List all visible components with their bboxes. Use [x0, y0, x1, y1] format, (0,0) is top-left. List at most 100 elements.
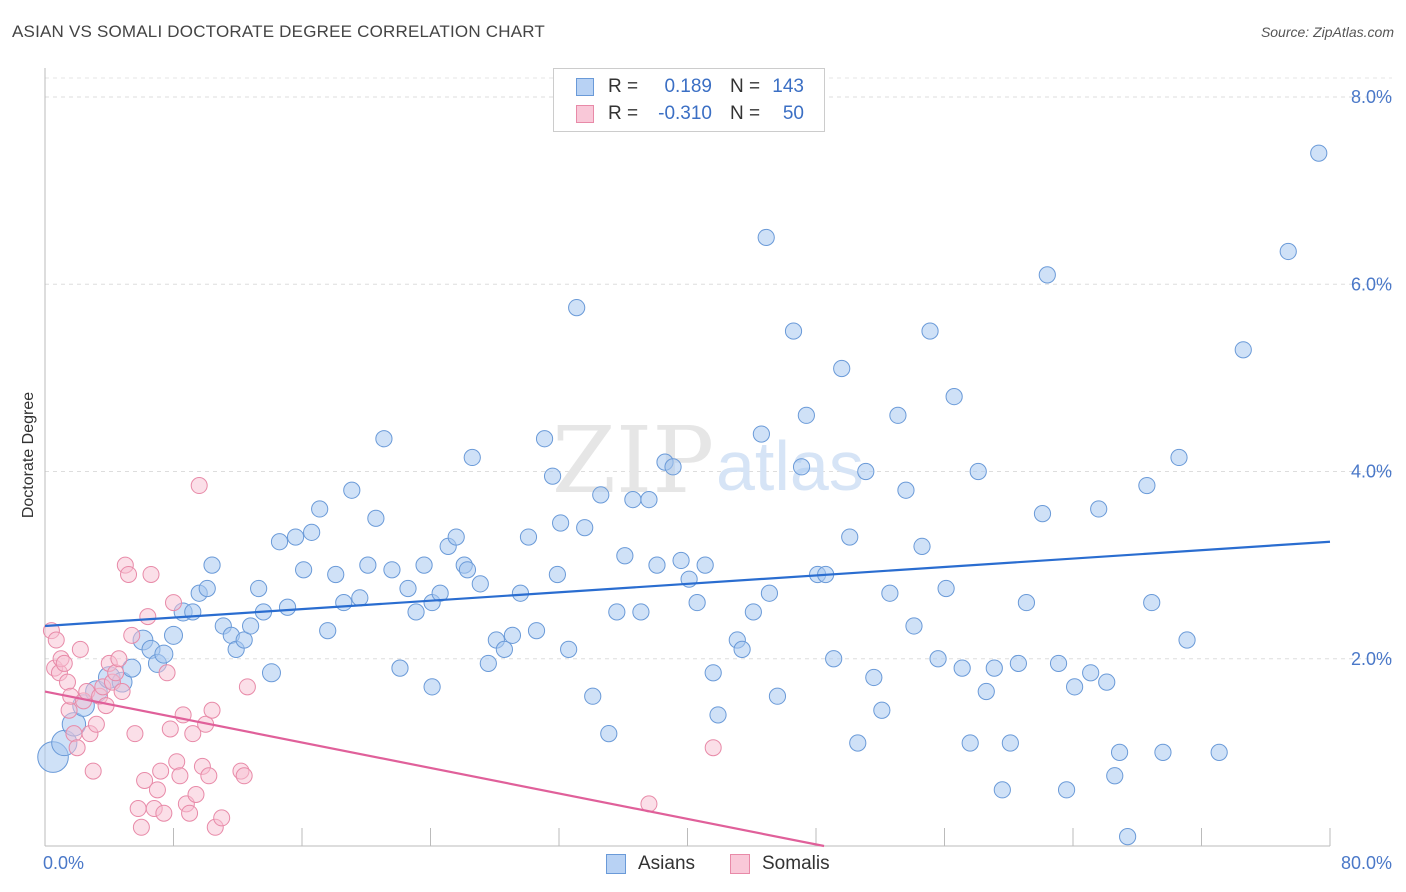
somalis-point: [107, 664, 125, 682]
asians-point: [1210, 743, 1228, 761]
asians-point: [261, 663, 281, 683]
asians-point: [1057, 781, 1076, 799]
asians-point: [897, 481, 915, 499]
asians-point: [733, 640, 751, 658]
asians-point: [993, 781, 1011, 799]
asians-point: [760, 584, 779, 602]
asians-point: [511, 584, 530, 602]
asians-point: [495, 640, 513, 658]
asians-point: [1279, 242, 1297, 261]
x-tick-label: 80.0%: [1341, 853, 1392, 873]
asians-point: [696, 556, 714, 574]
source-label: Source: ZipAtlas.com: [1260, 24, 1394, 40]
asians-point: [471, 575, 489, 593]
somalis-swatch: [576, 105, 594, 123]
r-value: -0.310: [658, 103, 712, 124]
somalis-point: [704, 739, 722, 757]
chart-title: ASIAN VS SOMALI DOCTORATE DEGREE CORRELA…: [12, 22, 545, 41]
somalis-point: [235, 767, 253, 785]
tick-labels: 2.0% 4.0% 6.0% 8.0% 0.0% 80.0%: [43, 87, 1392, 873]
somalis-point: [65, 725, 83, 743]
asians-point: [1170, 448, 1188, 467]
somalis-point: [71, 640, 89, 658]
asians-point: [889, 406, 907, 424]
asians-point: [1138, 476, 1156, 495]
asians-point: [250, 579, 268, 598]
asians-point: [841, 528, 859, 546]
somalis-point: [165, 594, 182, 612]
somalis-point: [148, 781, 166, 799]
asians-point: [969, 462, 987, 481]
asians-point: [203, 556, 221, 574]
asians-point: [1110, 743, 1129, 761]
somalis-point: [126, 725, 144, 743]
asians-point: [311, 500, 329, 518]
asians-point: [431, 584, 449, 602]
somalis-trend-line: [44, 690, 825, 848]
asians-point: [407, 603, 425, 621]
somalis-point: [187, 786, 205, 804]
asians-point: [1049, 654, 1068, 673]
asians-point: [921, 322, 939, 340]
somalis-point: [68, 739, 86, 757]
grid-lines: [45, 77, 1392, 660]
asians-trend-line: [44, 540, 1331, 628]
asians-point: [757, 228, 775, 247]
asians-point: [797, 406, 815, 424]
asians-point: [535, 430, 554, 448]
y-tick-label: 2.0%: [1351, 649, 1392, 669]
asians-legend-swatch: [606, 854, 626, 874]
asians-point: [608, 603, 626, 621]
asians-point: [458, 561, 477, 579]
somalis-point: [184, 725, 202, 743]
axes: [44, 68, 1331, 847]
somalis-point: [58, 673, 76, 691]
somalis-point: [238, 678, 256, 696]
asians-swatch: [576, 78, 594, 96]
y-tick-label: 4.0%: [1351, 462, 1392, 482]
somalis-points: [42, 477, 722, 836]
asians-point: [242, 617, 260, 635]
somalis-point: [60, 701, 78, 719]
asians-point: [929, 650, 947, 668]
asians-point: [375, 430, 393, 448]
asians-point: [865, 668, 883, 687]
asians-point: [1033, 505, 1052, 523]
somalis-point: [152, 762, 170, 780]
asians-point: [359, 556, 377, 574]
asians-point: [1009, 654, 1027, 673]
legend-row-asians: R = 0.189 N = 143: [576, 75, 804, 99]
asians-point: [1310, 144, 1328, 162]
asians-point: [1234, 341, 1252, 359]
somalis-point: [87, 715, 105, 733]
asians-point: [548, 565, 566, 584]
asians-point: [709, 706, 727, 724]
legend-row-somalis: R = -0.310 N = 50: [576, 102, 804, 126]
asians-point: [423, 678, 441, 696]
asians-point: [235, 631, 253, 649]
r-label: R =: [608, 76, 639, 97]
somalis-point: [123, 626, 141, 644]
somalis-point: [203, 701, 221, 719]
asians-point: [825, 650, 843, 668]
bottom-legend-somalis: Somalis: [730, 852, 830, 876]
somalis-point: [158, 664, 176, 682]
somalis-point: [113, 683, 131, 701]
asians-point: [399, 579, 417, 598]
stats-legend: R = 0.189 N = 143 R = -0.310 N = 50: [553, 68, 825, 132]
somalis-point: [84, 762, 102, 780]
x-tick-label: 0.0%: [43, 853, 84, 873]
somalis-point: [155, 804, 173, 822]
somalis-point: [47, 631, 65, 649]
somalis-point: [142, 565, 160, 583]
asians-point: [961, 734, 979, 752]
asians-point: [343, 481, 361, 499]
asians-point: [744, 603, 762, 621]
asians-point: [768, 687, 787, 705]
r-label: R =: [608, 103, 639, 124]
y-tick-label: 8.0%: [1351, 87, 1392, 107]
asians-point: [624, 490, 642, 509]
somalis-point: [161, 720, 179, 738]
asians-point: [552, 514, 570, 532]
asians-point: [857, 462, 875, 481]
